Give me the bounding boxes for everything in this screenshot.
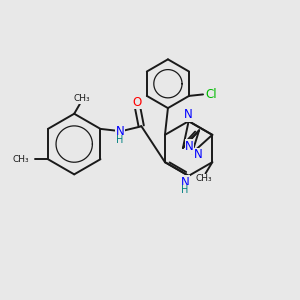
Text: CH₃: CH₃ xyxy=(73,94,90,103)
Text: N: N xyxy=(184,108,193,121)
Text: CH₃: CH₃ xyxy=(12,155,29,164)
Text: H: H xyxy=(116,135,124,145)
Text: O: O xyxy=(132,96,142,109)
Text: N: N xyxy=(194,148,203,161)
Text: N: N xyxy=(185,140,194,153)
Text: H: H xyxy=(182,185,189,195)
Text: N: N xyxy=(181,176,189,189)
Text: CH₃: CH₃ xyxy=(196,174,212,183)
Text: Cl: Cl xyxy=(205,88,217,101)
Text: N: N xyxy=(116,125,124,138)
